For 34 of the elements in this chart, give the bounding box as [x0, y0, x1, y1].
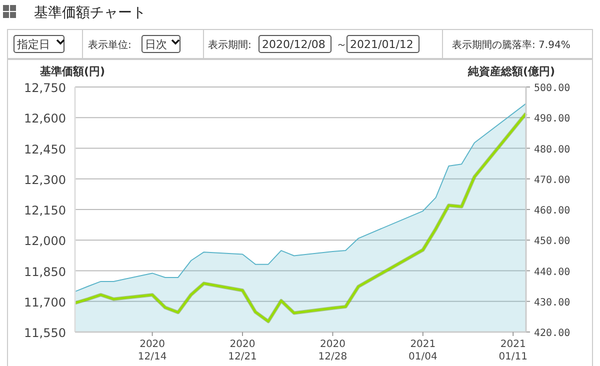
y-tick-label: 12,000 — [24, 234, 66, 248]
text: ～ — [336, 38, 347, 51]
y-tick-label: 12,150 — [24, 204, 66, 218]
text: 表示期間の騰落率: 7.94% — [452, 39, 570, 51]
y2-tick-label: 450.00 — [534, 236, 570, 248]
y-tick-label: 11,850 — [24, 264, 66, 279]
text: 表示単位: — [88, 39, 132, 51]
y-tick-label: 12,750 — [24, 81, 66, 95]
y2-tick-label: 440.00 — [534, 266, 570, 278]
y-tick-label: 12,300 — [24, 172, 66, 187]
text: 2021/01/12 — [350, 38, 414, 51]
y-axis-title: 基準価額(円) — [39, 65, 106, 78]
y2-tick-label: 500.00 — [534, 83, 570, 94]
text: 指定日 — [16, 38, 50, 51]
x-tick-label: 2021 01/11 — [498, 339, 528, 362]
chart-title: 基準価額チャート — [34, 5, 146, 21]
text: 表示期間: — [208, 39, 252, 51]
x-tick-label: 2020 12/21 — [228, 339, 257, 362]
y-tick-label: 11,700 — [24, 295, 66, 310]
text: 日次 — [145, 38, 167, 51]
text: 2020/12/08 — [262, 38, 326, 51]
y2-tick-label: 430.00 — [534, 297, 570, 308]
y2-tick-label: 460.00 — [534, 206, 570, 216]
y-tick-label: 12,450 — [24, 142, 66, 156]
y2-tick-label: 480.00 — [534, 144, 570, 156]
y-tick-label: 12,600 — [24, 112, 66, 126]
x-tick-label: 2020 12/14 — [138, 339, 167, 362]
y2-tick-label: 420.00 — [534, 328, 570, 339]
y2-tick-label: 470.00 — [534, 174, 570, 186]
y-tick-label: 11,550 — [24, 326, 66, 340]
y2-axis-title: 純資産総額(億円) — [466, 65, 555, 78]
x-tick-label: 2020 12/28 — [318, 339, 348, 362]
y2-tick-label: 490.00 — [534, 114, 570, 125]
x-tick-label: 2021 01/04 — [408, 339, 438, 362]
